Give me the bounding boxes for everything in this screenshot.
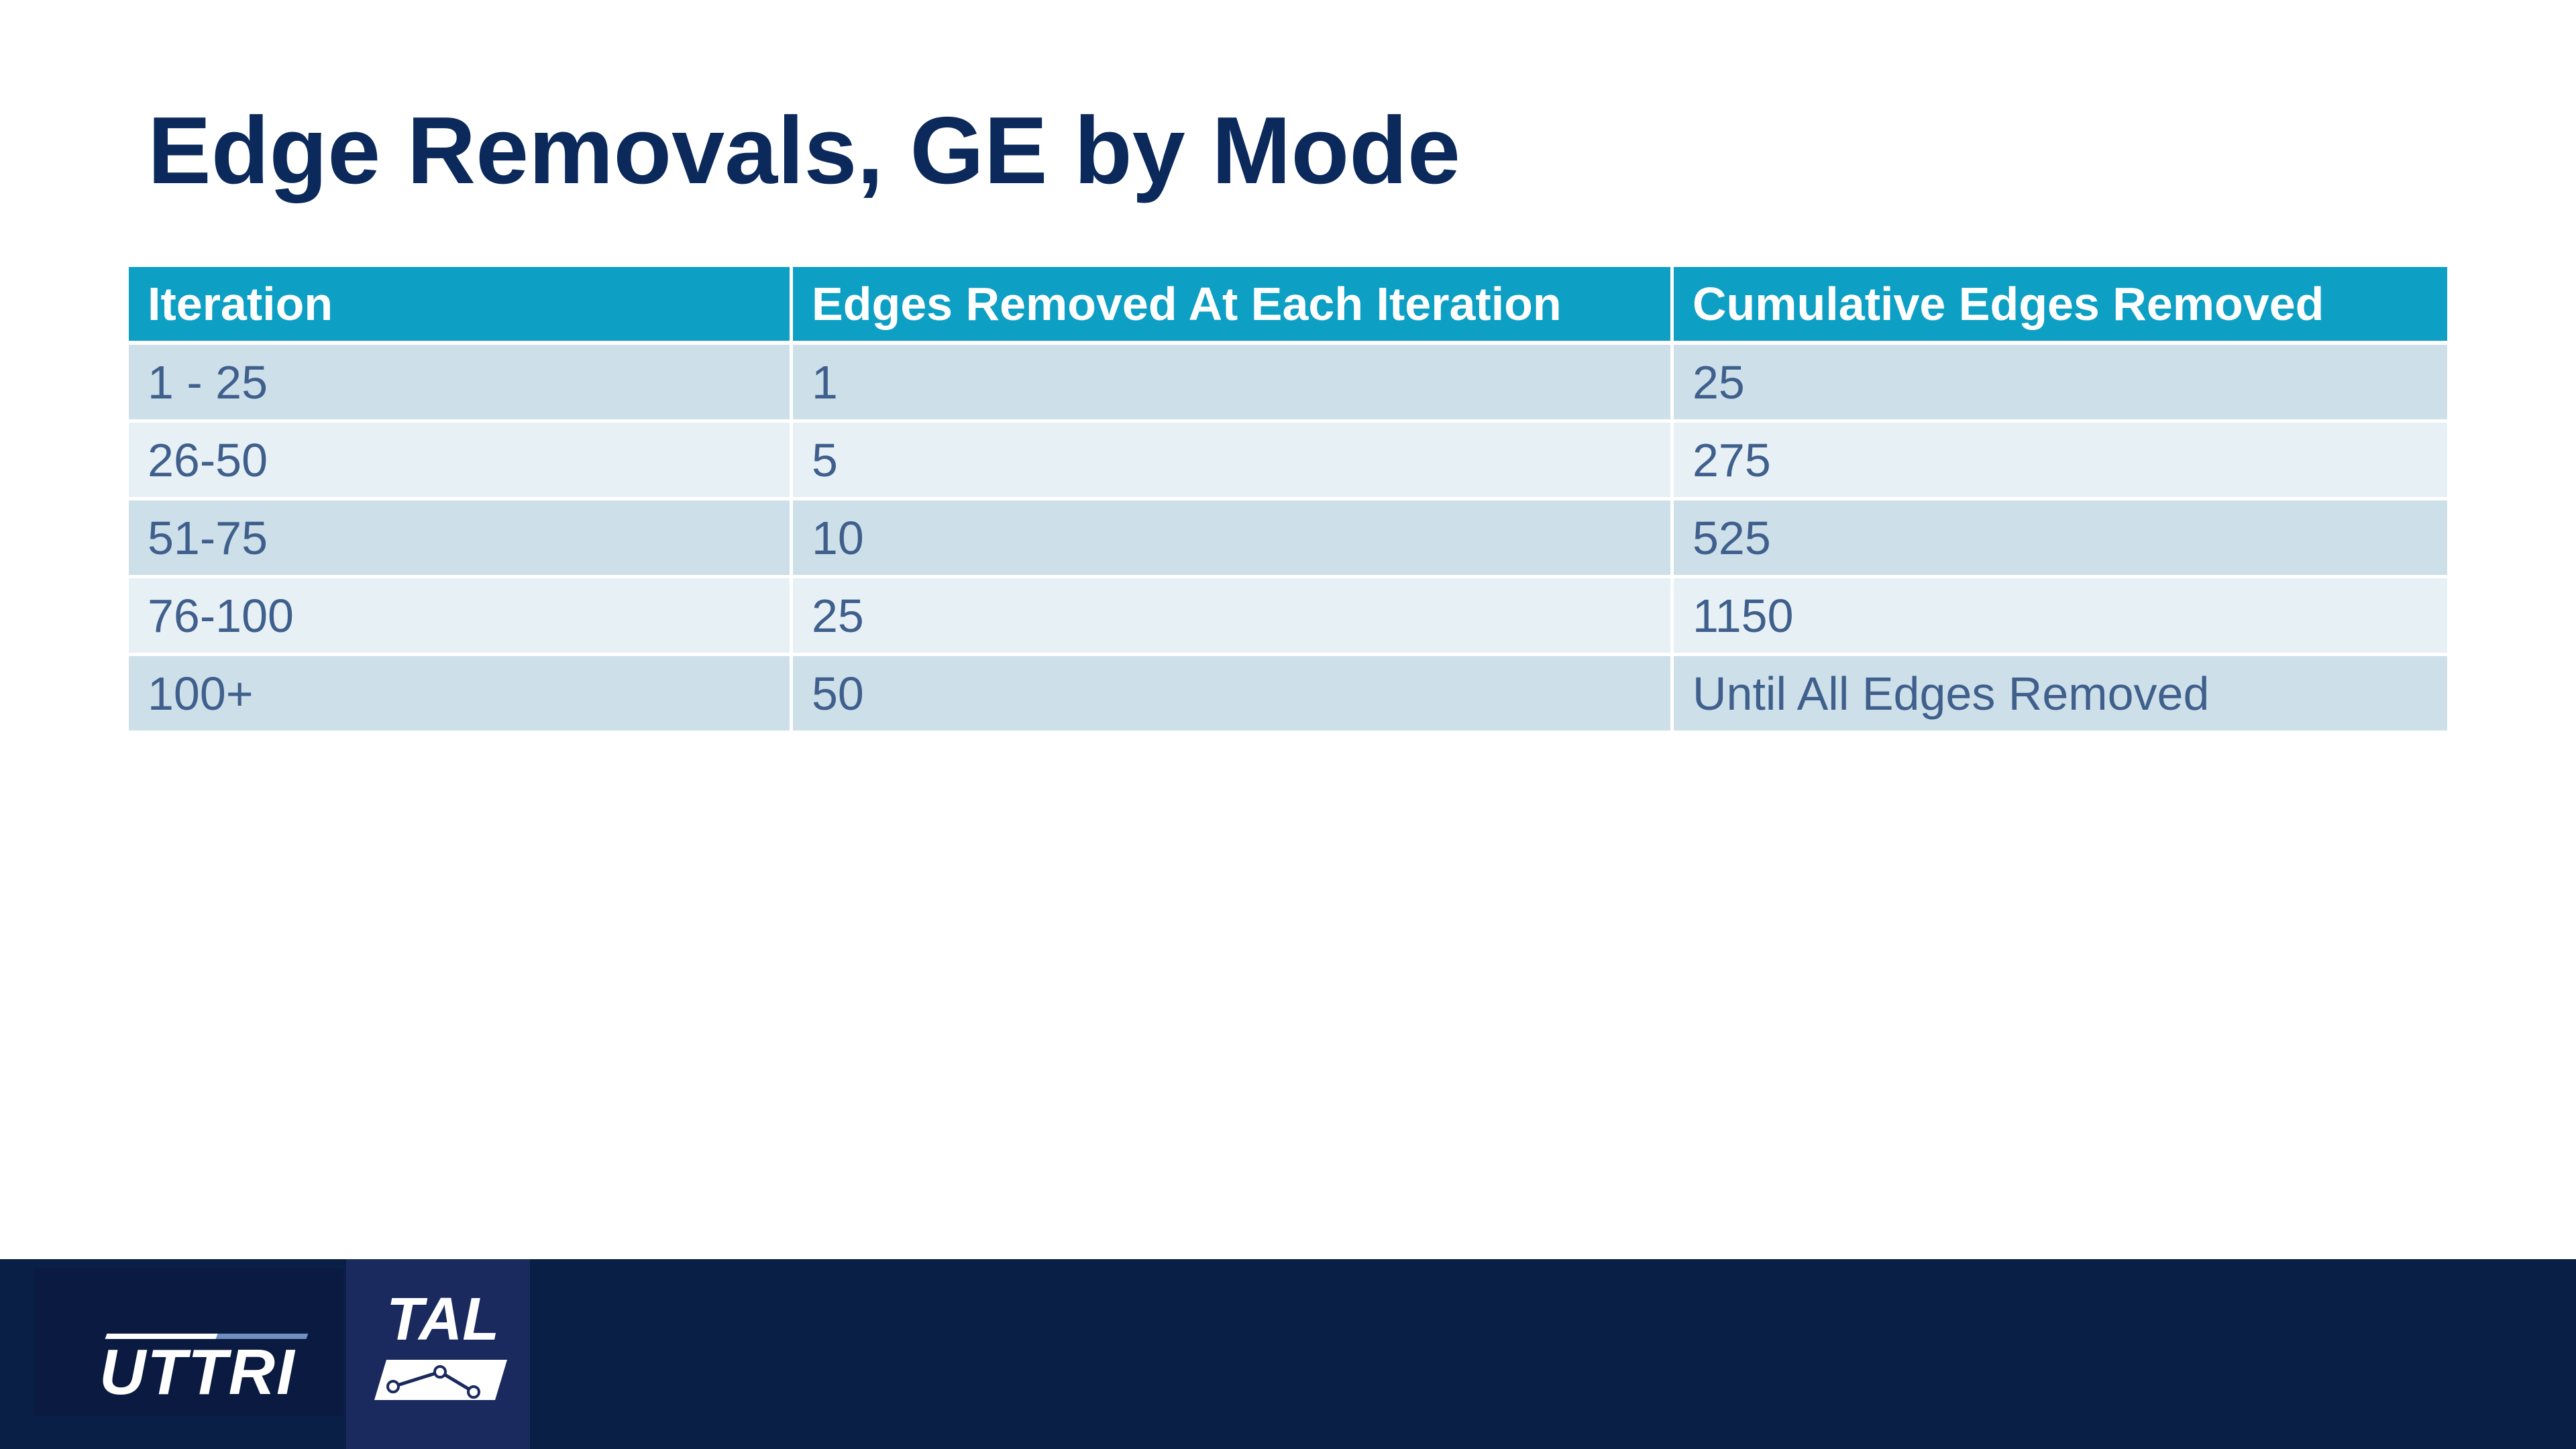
- edge-removals-table: Iteration Edges Removed At Each Iteratio…: [129, 267, 2447, 734]
- cell-cumulative: 25: [1674, 345, 2447, 423]
- cell-iteration: 26-50: [129, 423, 793, 500]
- table-row: 76-100 25 1150: [129, 578, 2447, 656]
- cell-edges-removed: 50: [793, 656, 1674, 734]
- cell-edges-removed: 25: [793, 578, 1674, 656]
- header-edges-removed-each: Edges Removed At Each Iteration: [793, 267, 1674, 345]
- cell-edges-removed: 1: [793, 345, 1674, 423]
- table-row: 100+ 50 Until All Edges Removed: [129, 656, 2447, 734]
- table-row: 1 - 25 1 25: [129, 345, 2447, 423]
- header-iteration: Iteration: [129, 267, 793, 345]
- tal-logo-text: TAL: [386, 1286, 500, 1353]
- header-cumulative-edges: Cumulative Edges Removed: [1674, 267, 2447, 345]
- uttri-logo: UTTRI: [35, 1269, 343, 1416]
- route-line-icon: [374, 1360, 507, 1400]
- cell-cumulative: Until All Edges Removed: [1674, 656, 2447, 734]
- slide-title: Edge Removals, GE by Mode: [148, 97, 1460, 204]
- cell-iteration: 51-75: [129, 500, 793, 578]
- table-row: 26-50 5 275: [129, 423, 2447, 500]
- cell-cumulative: 275: [1674, 423, 2447, 500]
- cell-cumulative: 1150: [1674, 578, 2447, 656]
- table-row: 51-75 10 525: [129, 500, 2447, 578]
- cell-edges-removed: 10: [793, 500, 1674, 578]
- uttri-logo-text: UTTRI: [99, 1336, 296, 1408]
- cell-cumulative: 525: [1674, 500, 2447, 578]
- table-header-row: Iteration Edges Removed At Each Iteratio…: [129, 267, 2447, 345]
- footer-bar: UTTRI TAL: [0, 1259, 2576, 1449]
- cell-iteration: 1 - 25: [129, 345, 793, 423]
- cell-iteration: 100+: [129, 656, 793, 734]
- tal-logo: TAL: [346, 1259, 530, 1449]
- cell-iteration: 76-100: [129, 578, 793, 656]
- cell-edges-removed: 5: [793, 423, 1674, 500]
